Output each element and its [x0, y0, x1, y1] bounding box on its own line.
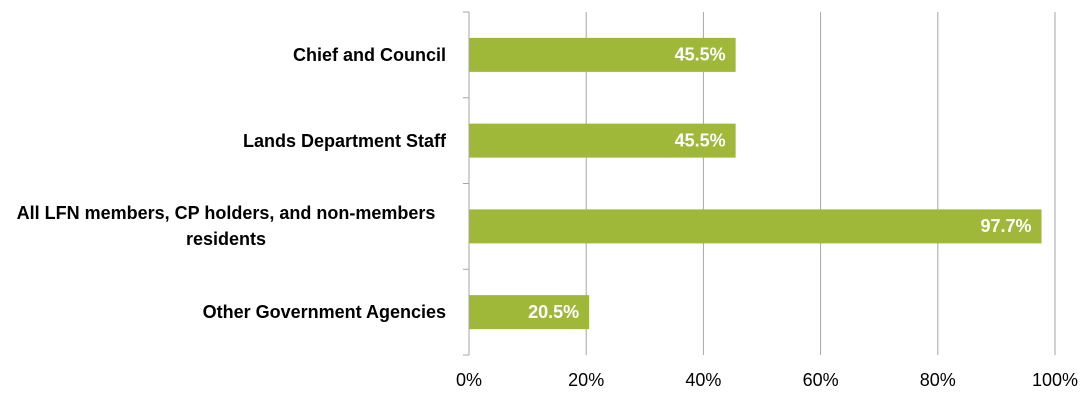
- x-tick-label: 100%: [1032, 370, 1078, 390]
- category-label: All LFN members, CP holders, and non-mem…: [16, 203, 436, 250]
- x-tick-label: 60%: [803, 370, 839, 390]
- bar: [469, 295, 590, 330]
- x-tick-label: 0%: [456, 370, 482, 390]
- category-label: Chief and Council: [293, 44, 446, 65]
- data-label: 20.5%: [528, 302, 579, 322]
- bar: [469, 209, 1042, 244]
- x-tick-label: 80%: [920, 370, 956, 390]
- x-tick-label: 20%: [568, 370, 604, 390]
- bar: [469, 123, 736, 158]
- category-label: Lands Department Staff: [242, 130, 446, 151]
- data-label: 45.5%: [675, 45, 726, 65]
- data-label: 45.5%: [675, 130, 726, 150]
- x-tick-label: 40%: [685, 370, 721, 390]
- category-label: Other Government Agencies: [202, 302, 446, 323]
- bar: [469, 37, 736, 72]
- data-label: 97.7%: [980, 216, 1031, 236]
